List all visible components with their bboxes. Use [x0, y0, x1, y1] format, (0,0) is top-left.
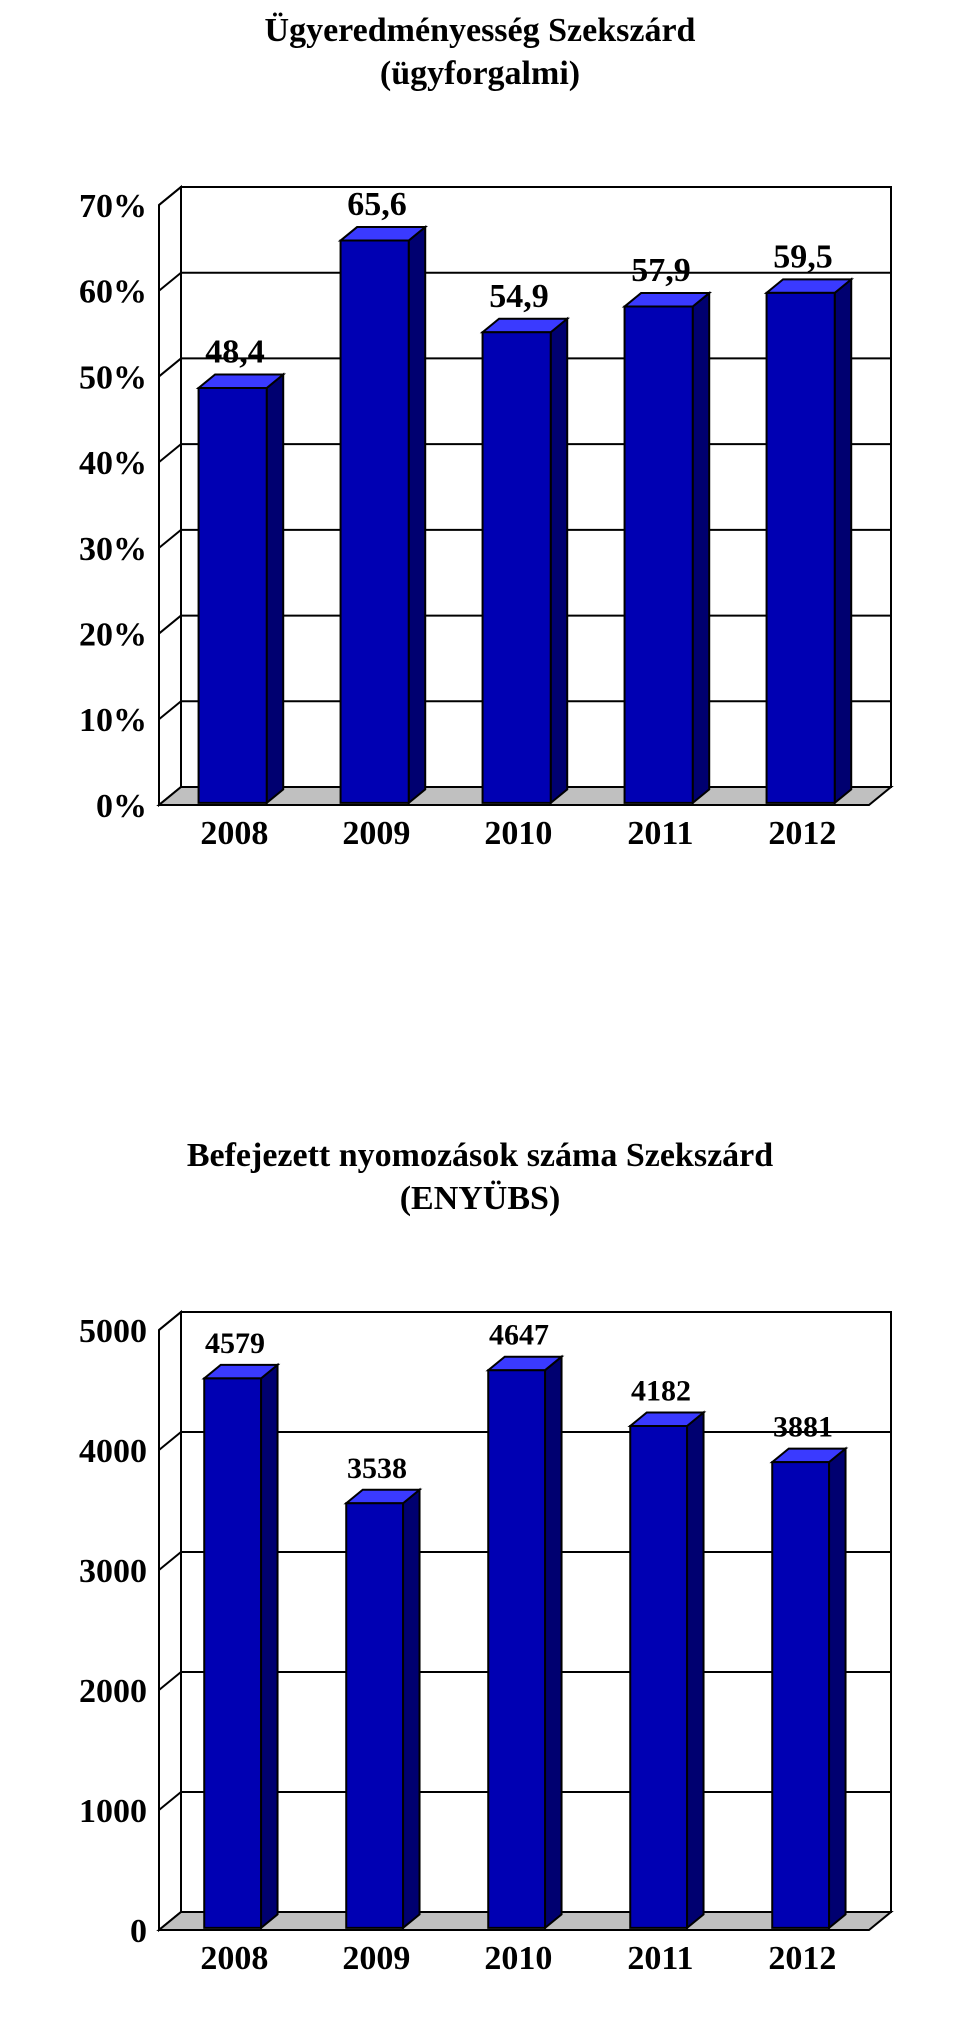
bar-value-label: 3538 — [347, 1452, 407, 1485]
bar-top — [199, 374, 284, 388]
y-tick-label: 70% — [79, 188, 147, 225]
bar-side — [261, 1365, 278, 1928]
y-tick-label: 3000 — [79, 1553, 147, 1590]
chart-ugyeredmenyesseg: Ügyeredményesség Szekszárd (ügyforgalmi)… — [0, 10, 960, 875]
bar-side — [545, 1357, 561, 1928]
chart2-title-line2: (ENYÜBS) — [0, 1178, 960, 1221]
chart1-title-group: Ügyeredményesség Szekszárd (ügyforgalmi) — [0, 10, 960, 95]
bar-value-label: 65,6 — [347, 186, 407, 223]
bar-front — [772, 1462, 829, 1928]
bar-side — [687, 1413, 704, 1928]
bar-side — [835, 279, 852, 803]
y-tick-label: 20% — [79, 616, 147, 653]
bar-value-label: 4182 — [631, 1375, 691, 1408]
side-wall — [159, 1312, 181, 1930]
bar-value-label: 57,9 — [631, 252, 691, 289]
x-tick-label: 2012 — [768, 815, 836, 852]
y-tick-label: 4000 — [79, 1433, 147, 1470]
y-tick-label: 50% — [79, 359, 147, 396]
bar-top — [767, 279, 852, 293]
y-tick-label: 10% — [79, 702, 147, 739]
page-root: Ügyeredményesség Szekszárd (ügyforgalmi)… — [0, 0, 960, 2000]
chart1-plot-wrap: 0% 10% 20% 30% 40% 50% 60% 70% 48,4 2008 65,6 2009 5… — [49, 155, 911, 875]
bar-value-label: 4647 — [489, 1319, 549, 1352]
bar-front — [204, 1378, 261, 1927]
chart-befejezett-nyomozasok: Befejezett nyomozások száma Szekszárd (E… — [0, 1135, 960, 2000]
x-tick-label: 2009 — [342, 1940, 410, 1977]
bar-value-label: 3881 — [773, 1411, 833, 1444]
bar-value-label: 59,5 — [773, 238, 833, 275]
y-tick-label: 60% — [79, 274, 147, 311]
y-tick-label: 5000 — [79, 1313, 147, 1350]
bar-front — [341, 241, 409, 803]
x-tick-label: 2009 — [342, 815, 410, 852]
bar-front — [625, 307, 693, 803]
y-tick-label: 40% — [79, 445, 147, 482]
bar-side — [829, 1449, 846, 1928]
bar-front — [483, 332, 551, 803]
bar-front — [199, 388, 267, 803]
x-tick-label: 2010 — [484, 1940, 552, 1977]
chart2-title-group: Befejezett nyomozások száma Szekszárd (E… — [0, 1135, 960, 1220]
x-tick-label: 2012 — [768, 1940, 836, 1977]
bar-side — [551, 319, 568, 803]
bar-side — [693, 293, 710, 803]
bar-top — [483, 319, 568, 333]
y-tick-label: 30% — [79, 531, 147, 568]
chart-svg: 0 1000 2000 3000 4000 5000 4579 2008 3538 2009 464… — [49, 1280, 911, 2000]
chart1-title-line1: Ügyeredményesség Szekszárd — [0, 10, 960, 53]
bar-value-label: 54,9 — [489, 278, 549, 315]
x-tick-label: 2008 — [200, 815, 268, 852]
chart-svg: 0% 10% 20% 30% 40% 50% 60% 70% 48,4 2008 65,6 2009 5… — [49, 155, 911, 875]
bar-value-label: 48,4 — [205, 333, 265, 370]
x-tick-label: 2011 — [627, 815, 693, 852]
bar-side — [409, 227, 426, 803]
y-tick-label: 0 — [130, 1913, 147, 1950]
x-tick-label: 2010 — [484, 815, 552, 852]
x-tick-label: 2011 — [627, 1940, 693, 1977]
side-wall — [159, 187, 181, 805]
x-tick-label: 2008 — [200, 1940, 268, 1977]
chart1-title-line2: (ügyforgalmi) — [0, 53, 960, 96]
bar-side — [403, 1490, 420, 1928]
bar-front — [346, 1503, 403, 1928]
y-tick-label: 1000 — [79, 1793, 147, 1830]
bar-front — [630, 1426, 687, 1928]
bar-value-label: 4579 — [205, 1327, 265, 1360]
inter-chart-spacer — [0, 875, 960, 1135]
bar-front — [767, 293, 835, 803]
bar-top — [341, 227, 426, 241]
chart2-title-line1: Befejezett nyomozások száma Szekszárd — [0, 1135, 960, 1178]
bar-side — [267, 374, 284, 802]
chart2-plot-wrap: 0 1000 2000 3000 4000 5000 4579 2008 3538 2009 464… — [49, 1280, 911, 2000]
y-tick-label: 2000 — [79, 1673, 147, 1710]
y-tick-label: 0% — [96, 788, 147, 825]
bar-front — [488, 1370, 545, 1928]
bar-top — [625, 293, 710, 307]
